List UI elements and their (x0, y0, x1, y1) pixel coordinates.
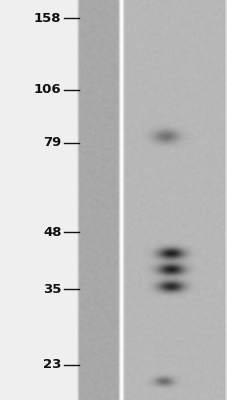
Text: 79: 79 (43, 136, 61, 149)
Text: 23: 23 (43, 358, 61, 371)
Text: 106: 106 (34, 83, 61, 96)
Text: 35: 35 (43, 283, 61, 296)
Text: 158: 158 (34, 12, 61, 24)
Text: 48: 48 (43, 226, 61, 239)
